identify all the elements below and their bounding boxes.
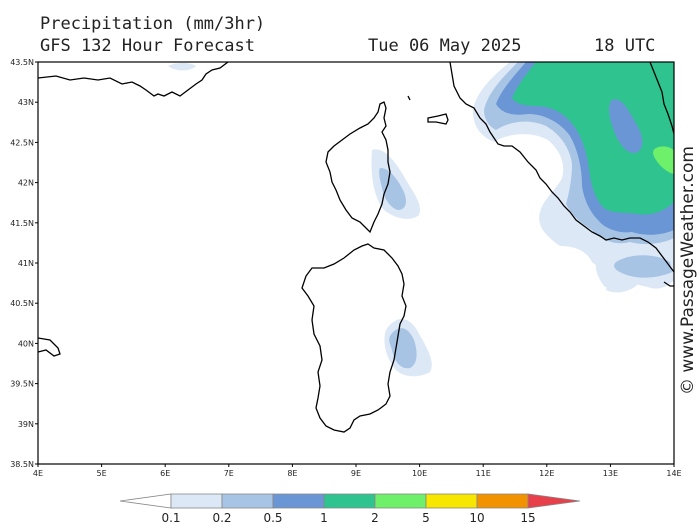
lat-tick-label: 39N <box>18 420 34 429</box>
coast-france <box>38 62 229 97</box>
latitude-axis: 43.5N 43N 42.5N 42N 41.5N 41N 40.5N 40N 39.5N 39N… <box>10 58 38 469</box>
lon-tick-label: 6E <box>160 469 170 478</box>
lat-tick-label: 43N <box>18 98 34 107</box>
legend-label: 2 <box>371 511 379 525</box>
forecast-date: Tue 06 May 2025 <box>368 36 522 56</box>
map-header: Precipitation (mm/3hr) GFS 132 Hour Fore… <box>0 0 700 60</box>
lat-tick-label: 41.5N <box>10 219 34 228</box>
legend-swatch <box>170 493 223 509</box>
coast-italy-south <box>663 281 674 287</box>
coast-sardinia <box>301 243 407 433</box>
legend-label: 5 <box>422 511 430 525</box>
coast-minorca <box>38 337 61 357</box>
precip-pocket <box>609 99 643 154</box>
map-title: Precipitation (mm/3hr) <box>40 14 266 34</box>
forecast-time: 18 UTC <box>594 36 656 56</box>
lat-tick-label: 40N <box>18 339 34 348</box>
lat-tick-label: 41N <box>18 259 34 268</box>
legend-label: 0.1 <box>161 511 180 525</box>
legend-swatch <box>272 493 325 509</box>
longitude-axis: 4E 5E 6E 7E 8E 9E 10E 11E 12E 13E 14E <box>33 464 682 478</box>
precipitation-legend: 0.1 0.2 0.5 1 2 5 10 15 <box>119 493 581 525</box>
lon-tick-label: 12E <box>539 469 554 478</box>
lon-tick-label: 10E <box>412 469 427 478</box>
coast-capraia <box>407 95 411 101</box>
precip-blob-se <box>614 255 672 278</box>
legend-swatch <box>527 493 581 509</box>
site-credit: © www.PassageWeather.com <box>678 146 698 395</box>
lat-tick-label: 38.5N <box>10 460 34 469</box>
lat-tick-label: 42N <box>18 179 34 188</box>
lon-tick-label: 14E <box>666 469 681 478</box>
coast-italy-north <box>449 62 674 273</box>
legend-label: 15 <box>520 511 535 525</box>
lon-tick-label: 7E <box>224 469 234 478</box>
coast-corsica <box>325 101 391 234</box>
legend-label: 10 <box>469 511 484 525</box>
legend-label: 0.5 <box>263 511 282 525</box>
coast-italy-east <box>649 62 674 135</box>
legend-swatch <box>476 493 529 509</box>
legend-swatch <box>323 493 376 509</box>
lat-tick-label: 40.5N <box>10 299 34 308</box>
lon-tick-label: 13E <box>603 469 618 478</box>
lon-tick-label: 8E <box>287 469 297 478</box>
legend-label: 0.2 <box>212 511 231 525</box>
lon-tick-label: 4E <box>33 469 43 478</box>
lat-tick-label: 42.5N <box>10 138 34 147</box>
coast-elba <box>427 113 449 125</box>
precip-band-1 <box>512 62 674 215</box>
coastlines <box>38 62 674 433</box>
legend-swatch <box>221 493 274 509</box>
precip-band-2 <box>653 146 674 174</box>
lon-tick-label: 9E <box>351 469 361 478</box>
lon-tick-label: 5E <box>97 469 107 478</box>
legend-swatch <box>119 493 172 509</box>
precipitation-fields <box>168 62 674 377</box>
legend-label: 1 <box>320 511 328 525</box>
lat-tick-label: 43.5N <box>10 58 34 67</box>
precip-blob-corsica-core <box>379 168 406 210</box>
lon-tick-label: 11E <box>476 469 491 478</box>
precip-blob-sardinia-core <box>389 328 417 369</box>
lat-tick-label: 39.5N <box>10 380 34 389</box>
forecast-label: GFS 132 Hour Forecast <box>40 36 255 56</box>
precip-speck-nw <box>168 63 196 71</box>
legend-swatch <box>425 493 478 509</box>
legend-swatch <box>374 493 427 509</box>
